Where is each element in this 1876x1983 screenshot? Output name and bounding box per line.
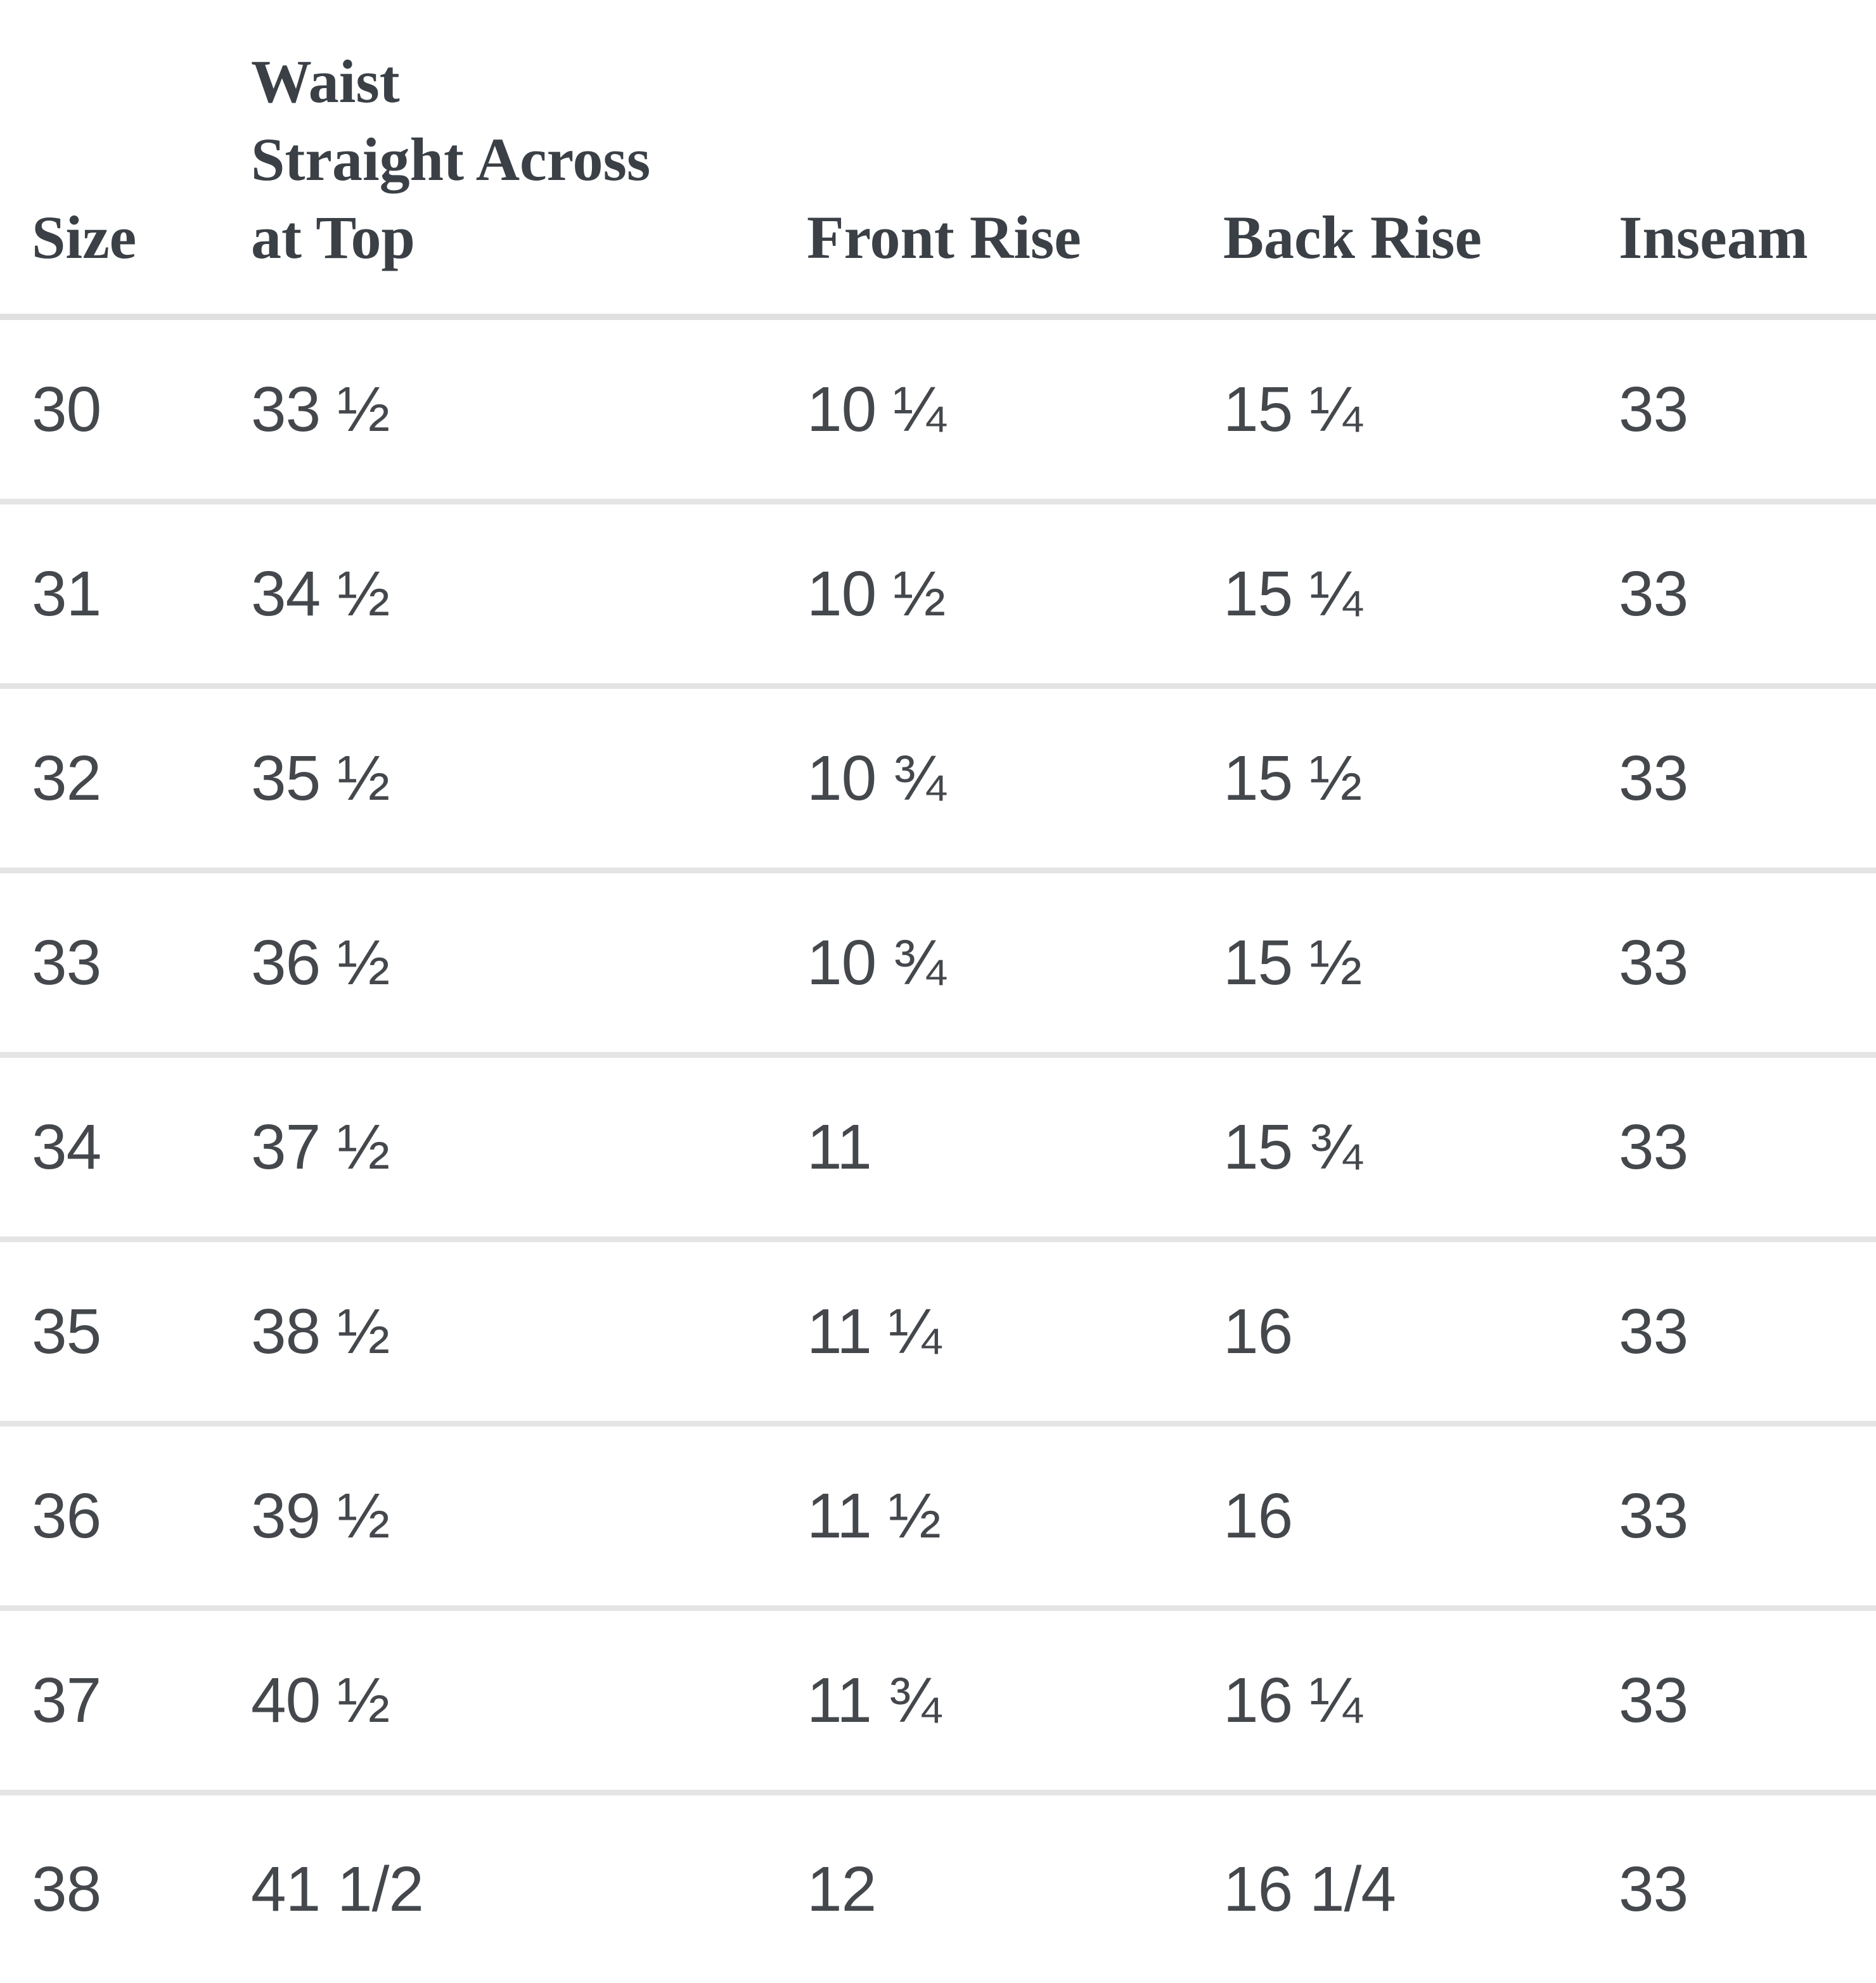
cell-front-rise: 11 ¼ xyxy=(807,1295,941,1367)
cell-inseam: 33 xyxy=(1619,1664,1688,1736)
cell-back-rise: 15 ¾ xyxy=(1223,1111,1362,1183)
cell-waist: 35 ½ xyxy=(251,742,390,814)
table-row: 34 37 ½ 11 15 ¾ 33 xyxy=(0,1058,1876,1242)
cell-size: 35 xyxy=(32,1295,101,1367)
cell-back-rise: 15 ½ xyxy=(1223,742,1362,814)
cell-size: 37 xyxy=(32,1664,101,1736)
cell-inseam: 33 xyxy=(1619,927,1688,998)
table-row: 37 40 ½ 11 ¾ 16 ¼ 33 xyxy=(0,1611,1876,1795)
cell-waist: 40 ½ xyxy=(251,1664,390,1736)
cell-inseam: 33 xyxy=(1619,373,1688,445)
table-row: 32 35 ½ 10 ¾ 15 ½ 33 xyxy=(0,689,1876,873)
column-header-back-rise: Back Rise xyxy=(1223,203,1482,272)
cell-size: 32 xyxy=(32,742,101,814)
cell-front-rise: 10 ¾ xyxy=(807,927,946,998)
cell-back-rise: 15 ¼ xyxy=(1223,373,1362,445)
cell-back-rise: 15 ¼ xyxy=(1223,558,1362,629)
cell-front-rise: 11 ½ xyxy=(807,1480,941,1551)
cell-waist: 36 ½ xyxy=(251,927,390,998)
cell-back-rise: 16 ¼ xyxy=(1223,1664,1362,1736)
cell-size: 33 xyxy=(32,927,101,998)
cell-back-rise: 16 1/4 xyxy=(1223,1853,1396,1925)
cell-inseam: 33 xyxy=(1619,1480,1688,1551)
table-row: 38 41 1/2 12 16 1/4 33 xyxy=(0,1795,1876,1983)
cell-front-rise: 11 xyxy=(807,1111,872,1183)
cell-front-rise: 10 ¾ xyxy=(807,742,946,814)
table-header-row: Size Waist Straight Across at Top Front … xyxy=(0,0,1876,320)
cell-front-rise: 11 ¾ xyxy=(807,1664,941,1736)
table-row: 33 36 ½ 10 ¾ 15 ½ 33 xyxy=(0,873,1876,1058)
cell-front-rise: 12 xyxy=(807,1853,877,1925)
cell-inseam: 33 xyxy=(1619,1111,1688,1183)
column-header-front-rise: Front Rise xyxy=(807,203,1081,272)
table-row: 30 33 ½ 10 ¼ 15 ¼ 33 xyxy=(0,320,1876,504)
cell-waist: 33 ½ xyxy=(251,373,390,445)
cell-inseam: 33 xyxy=(1619,1295,1688,1367)
cell-waist: 34 ½ xyxy=(251,558,390,629)
cell-front-rise: 10 ½ xyxy=(807,558,946,629)
table-row: 36 39 ½ 11 ½ 16 33 xyxy=(0,1427,1876,1611)
cell-size: 38 xyxy=(32,1853,101,1925)
column-header-inseam: Inseam xyxy=(1619,203,1808,272)
cell-inseam: 33 xyxy=(1619,742,1688,814)
column-header-size: Size xyxy=(32,203,137,272)
cell-back-rise: 15 ½ xyxy=(1223,927,1362,998)
cell-size: 30 xyxy=(32,373,101,445)
cell-back-rise: 16 xyxy=(1223,1480,1293,1551)
table-row: 31 34 ½ 10 ½ 15 ¼ 33 xyxy=(0,504,1876,689)
cell-waist: 37 ½ xyxy=(251,1111,390,1183)
cell-waist: 38 ½ xyxy=(251,1295,390,1367)
cell-size: 31 xyxy=(32,558,101,629)
cell-size: 36 xyxy=(32,1480,101,1551)
cell-waist: 41 1/2 xyxy=(251,1853,424,1925)
cell-inseam: 33 xyxy=(1619,1853,1688,1925)
cell-size: 34 xyxy=(32,1111,101,1183)
cell-inseam: 33 xyxy=(1619,558,1688,629)
cell-waist: 39 ½ xyxy=(251,1480,390,1551)
cell-back-rise: 16 xyxy=(1223,1295,1293,1367)
table-row: 35 38 ½ 11 ¼ 16 33 xyxy=(0,1242,1876,1427)
cell-front-rise: 10 ¼ xyxy=(807,373,946,445)
column-header-waist: Waist Straight Across at Top xyxy=(251,48,651,272)
